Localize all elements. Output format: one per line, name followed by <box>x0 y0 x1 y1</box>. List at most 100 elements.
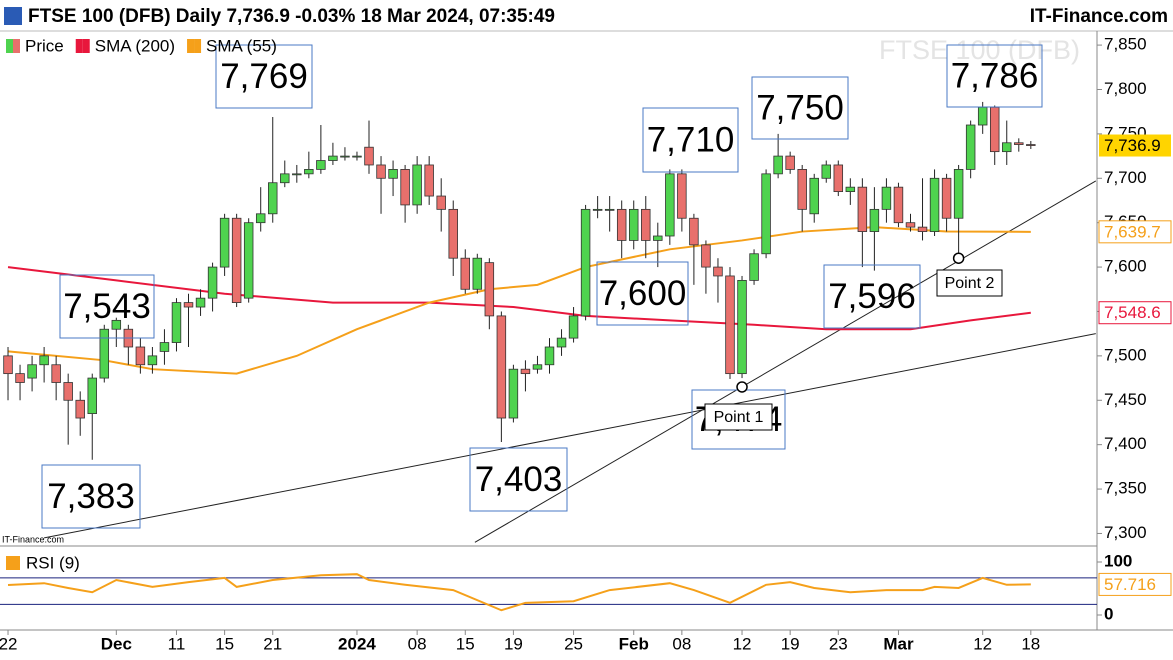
candle-body <box>532 364 543 370</box>
candle-body <box>424 164 434 197</box>
candle-body <box>809 177 819 215</box>
candle-body <box>785 155 795 170</box>
annotation-box <box>751 76 849 140</box>
x-tick-label: 25 <box>564 634 583 653</box>
candle-body <box>965 124 976 170</box>
x-tick-label: 2024 <box>338 634 376 653</box>
point-marker <box>736 381 748 393</box>
annotation-box <box>823 264 921 329</box>
candle-body <box>484 262 495 317</box>
legend-label: SMA (55) <box>206 36 277 55</box>
candle-body <box>580 208 591 317</box>
line <box>44 333 1096 539</box>
candle-body <box>207 266 218 299</box>
candle-body <box>219 217 230 268</box>
legend-swatch <box>6 39 13 53</box>
x-tick-label: 08 <box>408 634 427 653</box>
candle-body <box>99 328 110 379</box>
candle-body <box>508 368 519 419</box>
legend-label: Price <box>25 36 64 55</box>
candle-body <box>436 195 446 210</box>
point-box <box>936 269 1003 297</box>
annotation: 7,710 <box>647 120 735 159</box>
y-tick-label: 7,300 <box>1104 523 1147 542</box>
candle-body <box>400 169 410 206</box>
candle-body <box>171 302 182 343</box>
x-tick-label: 08 <box>672 634 691 653</box>
candle-body <box>1014 142 1024 145</box>
y-tick-label: 7,850 <box>1104 35 1147 54</box>
candle-body <box>833 164 844 193</box>
candle-body <box>989 106 1000 153</box>
candle-body <box>15 373 25 383</box>
candle-body <box>953 169 964 219</box>
candle-body <box>63 382 73 401</box>
legend-swatch <box>13 39 20 53</box>
y-tick-label: 100 <box>1104 551 1132 570</box>
candle-body <box>280 173 290 184</box>
candle-body <box>857 186 868 232</box>
candle-body <box>881 186 892 210</box>
candle-body <box>364 146 374 166</box>
last-value-label: 7,639.7 <box>1104 222 1161 241</box>
candle-body <box>556 337 567 348</box>
x-tick-label: 22 <box>0 634 17 653</box>
candle-body <box>304 169 314 175</box>
x-tick-label: 15 <box>456 634 475 653</box>
candle-body <box>195 297 206 308</box>
annotation: 7,596 <box>828 277 916 316</box>
candle-body <box>1026 144 1036 146</box>
legend-label: RSI (9) <box>26 553 80 572</box>
candle-body <box>821 164 831 179</box>
candle-body <box>737 279 747 375</box>
annotation-box <box>469 447 568 512</box>
candle-body <box>316 160 326 170</box>
legend-swatch <box>194 39 202 53</box>
x-tick-label: 11 <box>168 634 186 653</box>
point-marker <box>952 252 965 264</box>
candle-body <box>183 302 194 308</box>
candle-body <box>340 155 350 158</box>
candle-body <box>255 213 266 224</box>
candle-body <box>147 355 158 366</box>
point-box <box>704 403 773 431</box>
line <box>7 573 1031 612</box>
annotation-box <box>946 44 1043 108</box>
candle-body <box>87 377 97 414</box>
y-tick-label: 0 <box>1104 604 1113 623</box>
candle-body <box>761 173 771 255</box>
y-tick-label: 7,600 <box>1104 257 1147 276</box>
x-tick-label: 19 <box>781 634 800 653</box>
candle-body <box>628 208 639 241</box>
candle-body <box>328 155 338 161</box>
candle-body <box>75 399 85 419</box>
candle-body <box>977 106 988 126</box>
candle-body <box>51 364 61 383</box>
candle-body <box>111 319 122 330</box>
candle-body <box>665 173 675 237</box>
y-tick-label: 7,400 <box>1104 434 1147 453</box>
legend-swatch <box>187 39 195 53</box>
x-tick-label: 12 <box>733 634 752 653</box>
annotation: 7,750 <box>756 88 844 127</box>
candle-body <box>472 257 483 290</box>
candle-body <box>39 355 49 366</box>
candle-body <box>520 368 531 375</box>
candle-body <box>1002 142 1012 153</box>
annotation-box <box>59 274 155 339</box>
candle-body <box>905 222 916 228</box>
candle-body <box>749 253 759 281</box>
legend-swatch <box>75 39 83 53</box>
y-tick-label: 7,500 <box>1104 345 1147 364</box>
last-value-label: 7,548.6 <box>1104 303 1161 322</box>
last-value-label: 57.716 <box>1104 575 1156 594</box>
candle-body <box>616 208 627 241</box>
candle-body <box>243 222 254 299</box>
candle-body <box>689 217 699 246</box>
last-value-label-bg <box>1098 301 1172 325</box>
candle-body <box>592 208 603 211</box>
candle-body <box>412 164 422 206</box>
candle-body <box>845 186 856 193</box>
